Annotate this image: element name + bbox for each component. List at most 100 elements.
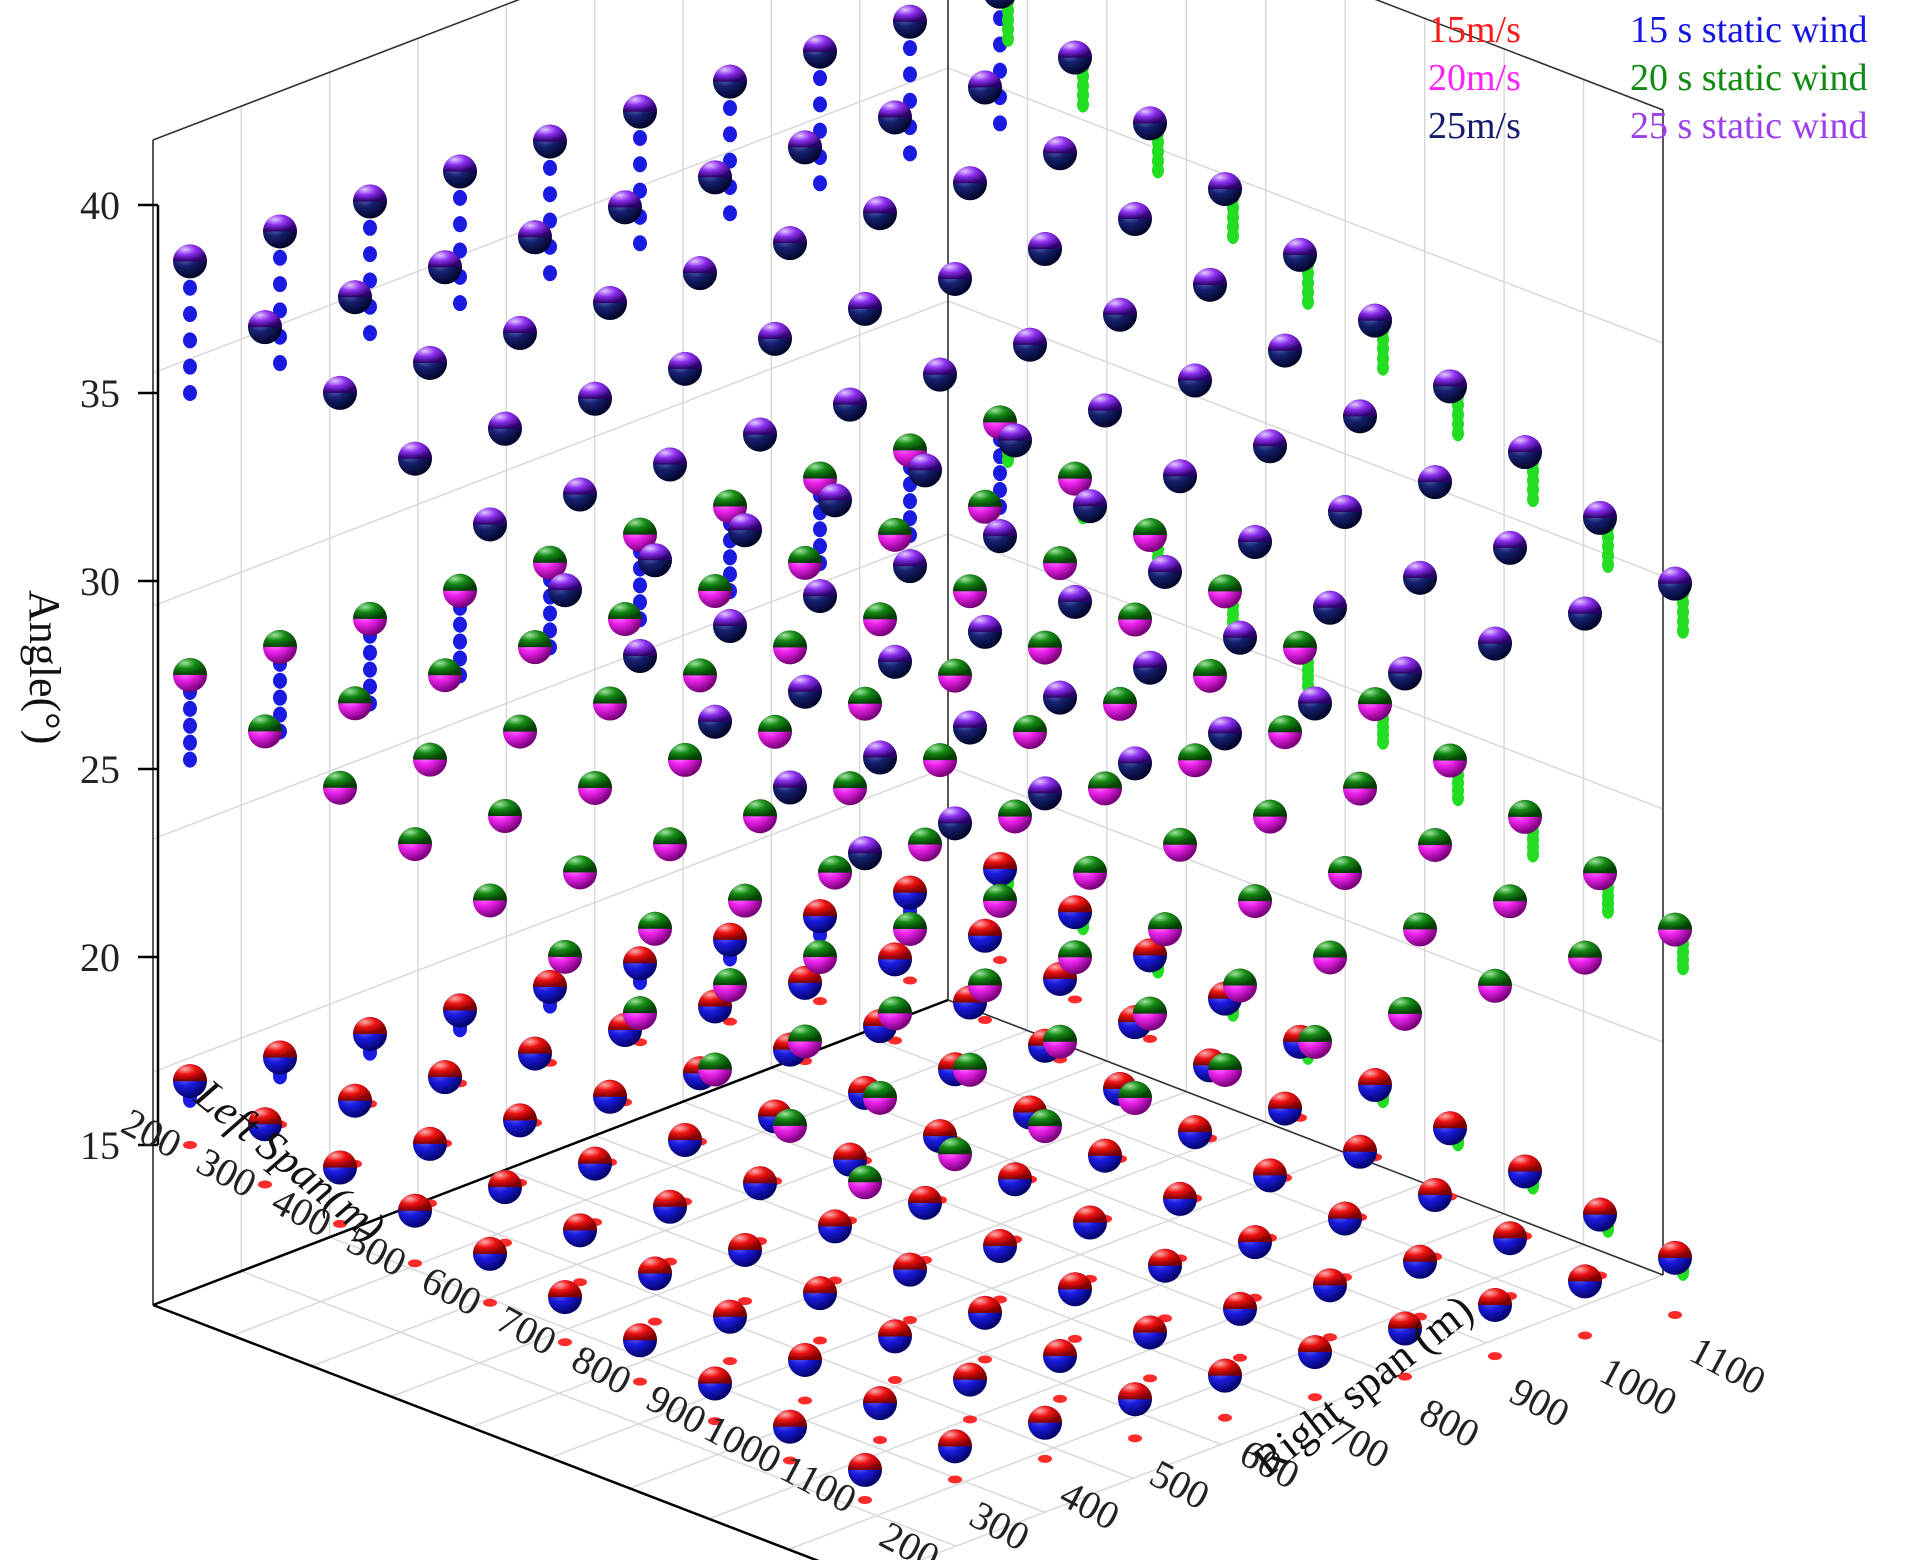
25m-s-point bbox=[788, 674, 822, 709]
15m-s-point bbox=[428, 1060, 462, 1095]
z-tick-label: 20 bbox=[80, 935, 120, 980]
floor-projection bbox=[948, 1475, 962, 1484]
15m-s-point bbox=[1088, 1138, 1122, 1173]
15m-s-point bbox=[1358, 1068, 1392, 1103]
25m-s-point bbox=[548, 573, 582, 608]
floor-projection bbox=[903, 1316, 917, 1324]
floor-grid-line bbox=[708, 1213, 1505, 1520]
20m-s-point bbox=[1343, 771, 1377, 806]
floor-grid-line bbox=[918, 1274, 1664, 1560]
20m-s-point bbox=[608, 602, 642, 637]
left-wall-projection bbox=[453, 242, 467, 259]
25m-s-point bbox=[1103, 297, 1137, 332]
25m-s-point bbox=[1163, 459, 1197, 494]
20m-s-point bbox=[698, 1052, 732, 1087]
25m-s-point bbox=[1118, 746, 1152, 781]
legend-entry: 15m/s bbox=[1428, 9, 1521, 51]
15m-s-point bbox=[1298, 1335, 1332, 1370]
25m-s-point bbox=[578, 381, 612, 416]
floor-grid-line bbox=[470, 1121, 1267, 1428]
floor-projection bbox=[813, 1336, 827, 1345]
left-wall-projection bbox=[273, 249, 287, 266]
floor-grid-line bbox=[549, 1152, 1346, 1459]
20m-s-point bbox=[323, 770, 357, 805]
15m-s-point bbox=[1163, 1181, 1197, 1216]
25m-s-point bbox=[743, 417, 777, 452]
floor-projection bbox=[1128, 1434, 1142, 1443]
25m-s-point bbox=[398, 441, 432, 476]
25m-s-point bbox=[713, 609, 747, 644]
20m-s-point bbox=[1298, 1024, 1332, 1059]
25m-s-point bbox=[1043, 680, 1077, 715]
y-tick-label: 900 bbox=[1503, 1368, 1577, 1436]
left-wall-projection bbox=[993, 465, 1007, 482]
20m-s-point bbox=[1178, 743, 1212, 778]
floor-projection bbox=[1323, 1333, 1337, 1342]
floor-projection bbox=[1578, 1331, 1592, 1340]
15m-s-point bbox=[1253, 1158, 1287, 1193]
15m-s-point bbox=[713, 922, 747, 957]
15m-s-point bbox=[548, 1280, 582, 1315]
20m-s-point bbox=[863, 602, 897, 637]
20m-s-point bbox=[578, 770, 612, 805]
20m-s-point bbox=[668, 742, 702, 777]
y-tick-label: 1100 bbox=[1683, 1327, 1773, 1404]
15m-s-point bbox=[638, 1256, 672, 1291]
15m-s-point bbox=[623, 946, 657, 981]
y-tick-label: 400 bbox=[1053, 1471, 1127, 1539]
25m-s-point bbox=[698, 704, 732, 739]
25m-s-point bbox=[488, 411, 522, 446]
left-wall-projection bbox=[903, 510, 917, 527]
20m-s-point bbox=[173, 658, 207, 692]
25m-s-point bbox=[1043, 136, 1077, 171]
25m-s-point bbox=[1583, 500, 1617, 535]
x-tick-label: 1100 bbox=[773, 1445, 863, 1522]
15m-s-point bbox=[1238, 1225, 1272, 1260]
left-wall-projection bbox=[453, 189, 467, 206]
legend-entry: 20 s static wind bbox=[1630, 57, 1867, 99]
20m-s-point bbox=[713, 968, 747, 1003]
15m-s-point bbox=[1148, 1248, 1182, 1283]
left-wall-projection bbox=[453, 633, 467, 650]
left-wall-projection bbox=[183, 751, 197, 768]
y-tick-label: 300 bbox=[963, 1492, 1037, 1560]
20m-s-point bbox=[518, 630, 552, 665]
floor-projection bbox=[723, 1017, 737, 1026]
floor-projection bbox=[1398, 1372, 1412, 1381]
25m-s-point bbox=[953, 166, 987, 201]
15m-s-point bbox=[1583, 1197, 1617, 1232]
floor-projection bbox=[1053, 1394, 1067, 1403]
20m-s-point bbox=[1658, 912, 1692, 947]
25m-s-point bbox=[968, 70, 1002, 105]
15m-s-point bbox=[623, 1323, 657, 1358]
20m-s-point bbox=[413, 742, 447, 777]
15m-s-point bbox=[473, 1236, 507, 1271]
left-wall-projection bbox=[813, 538, 827, 555]
floor-projection bbox=[333, 1219, 347, 1228]
25m-s-point bbox=[1283, 237, 1317, 272]
floor-projection bbox=[258, 1180, 272, 1189]
25m-s-point bbox=[803, 34, 837, 69]
z-tick-label: 30 bbox=[80, 559, 120, 604]
20m-s-point bbox=[653, 827, 687, 862]
25m-s-point bbox=[653, 447, 687, 482]
left-wall-projection bbox=[363, 246, 377, 263]
left-wall-projection bbox=[183, 306, 197, 323]
25m-s-point bbox=[533, 124, 567, 159]
z-tick-label: 25 bbox=[80, 747, 120, 792]
25m-s-point bbox=[1298, 686, 1332, 721]
25m-s-point bbox=[1013, 327, 1047, 362]
15m-s-point bbox=[503, 1103, 537, 1138]
25m-s-point bbox=[908, 453, 942, 488]
20m-s-point bbox=[623, 996, 657, 1031]
20m-s-point bbox=[1088, 771, 1122, 806]
20m-s-point bbox=[848, 1165, 882, 1200]
left-wall-projection bbox=[993, 482, 1007, 498]
20m-s-point bbox=[863, 1080, 897, 1115]
left-wall-projection bbox=[363, 272, 377, 289]
left-wall-projection bbox=[273, 706, 287, 723]
left-wall-projection bbox=[543, 159, 557, 176]
20m-s-point bbox=[488, 799, 522, 834]
z-tick-label: 15 bbox=[80, 1123, 120, 1168]
20m-s-point bbox=[683, 658, 717, 693]
